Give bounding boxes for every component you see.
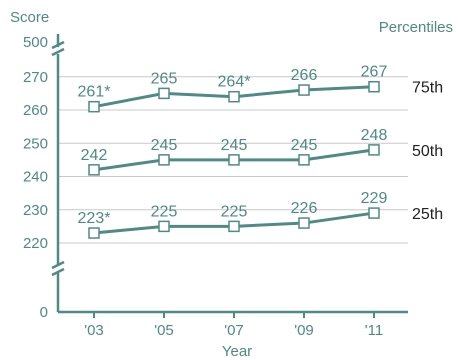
y-tick-label: 500 xyxy=(23,34,48,51)
data-label: 245 xyxy=(221,137,248,154)
data-point-marker xyxy=(298,217,310,229)
data-label: 266 xyxy=(291,67,318,84)
percentile-label: 50th xyxy=(412,143,443,160)
series-group: 261* 265 264* 266 267 75th 242 245 245 245 248 50th… xyxy=(78,64,443,239)
y-tick-label: 0 xyxy=(40,304,48,321)
data-point-marker xyxy=(298,84,310,96)
data-point-marker xyxy=(298,154,310,166)
series-50th: 242 245 245 245 248 50th xyxy=(81,127,443,176)
y-tick-label: 240 xyxy=(23,169,48,186)
data-point-marker xyxy=(228,220,240,233)
series-25th: 223* 225 225 226 229 25th xyxy=(78,190,443,239)
axis-break-mark xyxy=(51,40,65,50)
x-tick-label: '09 xyxy=(294,322,314,339)
x-tick-label: '03 xyxy=(84,322,104,339)
data-label: 225 xyxy=(221,203,248,220)
data-label: 223* xyxy=(78,210,111,227)
gridlines xyxy=(58,76,408,244)
y-tick-label: 230 xyxy=(23,202,48,219)
x-tick-label: '11 xyxy=(365,322,383,339)
x-tick-label: '05 xyxy=(154,322,174,339)
data-point-marker xyxy=(228,90,240,103)
data-point-marker xyxy=(368,80,380,93)
data-point-marker xyxy=(88,100,100,113)
series-75th: 261* 265 264* 266 267 75th xyxy=(78,64,443,113)
data-label: 265 xyxy=(151,70,178,87)
data-label: 225 xyxy=(151,203,178,220)
axis-break-mark xyxy=(51,260,65,270)
data-point-marker xyxy=(368,207,380,219)
x-axis-title: Year xyxy=(222,343,252,360)
data-label: 261* xyxy=(78,84,111,101)
data-point-marker xyxy=(88,164,100,176)
axis-break-mark xyxy=(51,47,65,57)
data-label: 267 xyxy=(361,64,388,81)
data-label: 226 xyxy=(291,200,318,217)
y-tick-label: 260 xyxy=(23,102,48,119)
percentile-label: 25th xyxy=(412,206,443,223)
data-label: 245 xyxy=(291,137,318,154)
data-label: 242 xyxy=(81,147,108,164)
y-tick-label: 250 xyxy=(23,135,48,152)
data-label: 248 xyxy=(361,127,388,144)
axis-break-mark xyxy=(51,267,65,277)
data-point-marker xyxy=(158,154,170,166)
data-point-marker xyxy=(158,87,170,100)
data-point-marker xyxy=(158,220,170,233)
legend-title: Percentiles xyxy=(379,19,453,36)
data-label: 264* xyxy=(218,74,251,91)
y-axis-title: Score xyxy=(10,9,49,26)
y-tick-label: 270 xyxy=(23,69,48,86)
data-label: 245 xyxy=(151,137,178,154)
data-point-marker xyxy=(228,154,240,166)
percentile-label: 75th xyxy=(412,80,443,97)
data-point-marker xyxy=(88,227,100,239)
data-label: 229 xyxy=(361,190,388,207)
x-tick-label: '07 xyxy=(224,322,244,339)
axes: 0 220 230 240 250 260 270 500 '03 '05 '07 '09 '11 xyxy=(23,34,408,339)
data-point-marker xyxy=(368,144,380,156)
y-tick-label: 220 xyxy=(23,235,48,252)
